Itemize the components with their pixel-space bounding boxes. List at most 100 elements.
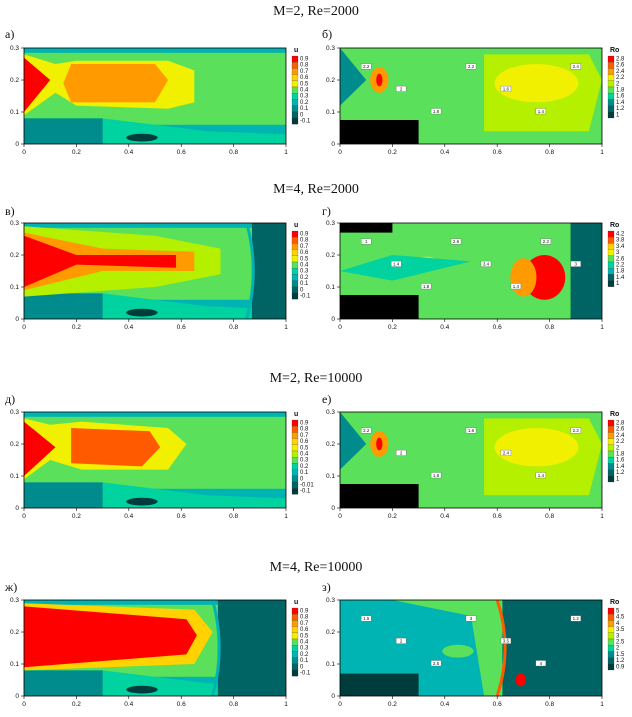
legend-swatch <box>291 74 299 81</box>
legend-label: 0 <box>300 476 304 482</box>
contour-label-box <box>361 63 372 70</box>
legend-label: 0.9 <box>300 421 309 427</box>
legend-swatch <box>607 657 615 664</box>
legend-label: 0.4 <box>300 263 309 269</box>
contour-label-box <box>465 615 477 622</box>
x-tick-label: 0.8 <box>545 513 554 520</box>
panel-letter-v: в) <box>5 204 15 218</box>
legend-label: 5 <box>616 609 620 615</box>
y-tick-label: 0.2 <box>10 77 19 84</box>
legend-label: 0 <box>300 664 304 670</box>
y-tick-label: 0.3 <box>10 597 19 604</box>
legend-swatch <box>291 463 299 470</box>
x-tick-label: 0.4 <box>124 701 133 708</box>
y-tick-label: 0 <box>15 505 19 512</box>
legend-label: 0.6 <box>300 439 309 445</box>
contour-label: 2 <box>400 87 403 92</box>
legend-swatch <box>607 426 615 433</box>
legend-swatch <box>291 249 299 256</box>
x-tick-label: 0.4 <box>440 513 449 520</box>
legend-swatch <box>607 614 615 621</box>
legend-swatch <box>607 419 615 427</box>
hotspot-outer <box>510 258 537 297</box>
legend-swatch <box>291 105 299 112</box>
legend-label: 3.4 <box>616 244 625 250</box>
legend-swatch <box>291 80 299 88</box>
contour-label: 1.6 <box>503 87 510 92</box>
legend-label: 3.5 <box>616 627 625 633</box>
contour-label-box <box>570 427 581 434</box>
y-tick-label: 0.3 <box>10 409 19 416</box>
legend-swatch <box>607 230 615 238</box>
y-tick-label: 0.1 <box>326 473 335 480</box>
x-tick-label: 0 <box>338 513 342 520</box>
contour-label: 1.8 <box>433 473 440 478</box>
legend-title: Ro <box>610 411 619 418</box>
y-tick-label: 0.1 <box>10 473 19 480</box>
legend-swatch <box>607 463 615 470</box>
legend-label: 1.4 <box>616 275 625 281</box>
contour-label: 2.2 <box>543 239 550 244</box>
legend-swatch <box>291 620 299 627</box>
upper-dark-block <box>340 223 393 233</box>
legend-label: 3 <box>616 250 620 256</box>
legend-swatch <box>607 475 615 483</box>
x-tick-label: 0 <box>338 701 342 708</box>
legend-label: 4.2 <box>616 232 625 238</box>
legend-swatch <box>291 111 299 119</box>
x-tick-label: 0.8 <box>545 701 554 708</box>
contour-label-box <box>570 615 581 622</box>
x-tick-label: 0.6 <box>177 701 186 708</box>
contour-label: 2.2 <box>468 64 475 69</box>
legend-label: -0.1 <box>300 294 311 300</box>
recirculation-zone <box>126 497 158 506</box>
legend-label: 2.8 <box>616 421 625 427</box>
legend-swatch <box>607 105 615 112</box>
legend-label: 0 <box>300 112 304 118</box>
legend-title: u <box>294 411 298 418</box>
contour-label-box <box>535 108 547 115</box>
plot-frame <box>23 411 287 509</box>
panel-letter-e: е) <box>322 392 332 406</box>
legend-swatch <box>291 607 299 615</box>
row-title-3: M=2, Re=10000 <box>269 371 363 386</box>
legend-label: 1.4 <box>616 464 625 470</box>
legend-swatch <box>291 638 299 646</box>
contour-label-box <box>465 427 477 434</box>
legend-swatch <box>607 663 615 671</box>
legend-label: 1.8 <box>616 452 625 458</box>
legend-swatch <box>291 450 299 458</box>
contour-label-box <box>430 108 442 115</box>
contour-label-box <box>430 660 442 667</box>
y-tick-label: 0.2 <box>10 629 19 636</box>
y-tick-label: 0 <box>15 141 19 148</box>
y-tick-label: 0.2 <box>326 441 335 448</box>
contour-label-box <box>570 260 581 267</box>
y-tick-label: 0.2 <box>326 77 335 84</box>
legend-swatch <box>291 614 299 621</box>
contour-label: 1.4 <box>538 109 545 114</box>
x-tick-label: 0.4 <box>440 701 449 708</box>
legend-label: 0.6 <box>300 627 309 633</box>
legend-label: 0.4 <box>300 452 309 458</box>
legend-label: 0 <box>300 287 304 293</box>
legend-swatch <box>291 669 299 677</box>
legend-label: 0.8 <box>300 63 309 69</box>
legend-swatch <box>291 432 299 439</box>
plot-frame <box>23 599 287 697</box>
legend-label: 0.6 <box>300 250 309 256</box>
contour-label-box <box>420 283 432 290</box>
legend-label: 2.6 <box>616 63 625 69</box>
legend-swatch <box>291 68 299 75</box>
plot-frame <box>339 411 603 509</box>
legend-label: 0.7 <box>300 69 309 75</box>
x-tick-label: 0 <box>22 324 26 331</box>
legend-label: 3 <box>616 633 620 639</box>
step-shade <box>340 673 419 696</box>
legend-label: 0.2 <box>300 464 309 470</box>
y-tick-label: 0.1 <box>326 661 335 668</box>
x-tick-label: 0.2 <box>72 701 81 708</box>
contour-label: 2 <box>400 639 403 644</box>
x-tick-label: 0.6 <box>177 149 186 156</box>
legend-label: 2.4 <box>616 69 625 75</box>
